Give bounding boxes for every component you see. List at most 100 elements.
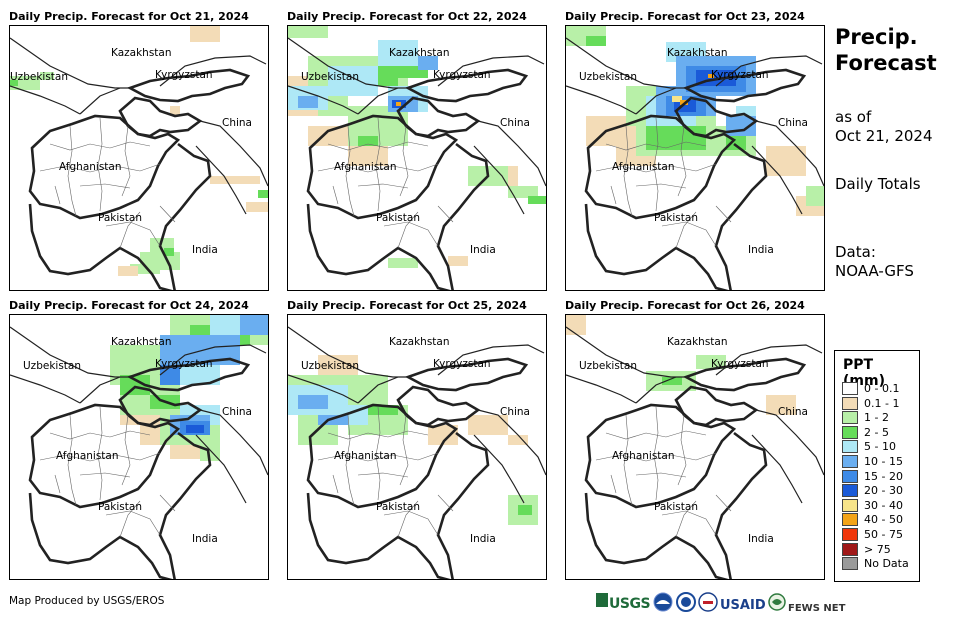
forecast-map: Kazakhstan Uzbekistan Kyrgyzstan China A… bbox=[9, 314, 269, 580]
legend-item: 30 - 40 bbox=[842, 498, 903, 512]
legend-swatch bbox=[842, 425, 858, 439]
usaid-logo: USAID bbox=[720, 598, 766, 613]
legend-item: 5 - 10 bbox=[842, 440, 896, 454]
legend-swatch bbox=[842, 484, 858, 498]
legend-item: > 75 bbox=[842, 542, 891, 556]
legend-label: 2 - 5 bbox=[864, 425, 889, 439]
precip-overlay bbox=[288, 26, 546, 290]
label-india: India bbox=[470, 244, 496, 256]
asof-line2: Oct 21, 2024 bbox=[835, 127, 933, 145]
legend-swatch bbox=[842, 469, 858, 483]
label-kyrgyzstan: Kyrgyzstan bbox=[433, 358, 491, 370]
legend-label: 20 - 30 bbox=[864, 484, 903, 498]
label-uzbekistan: Uzbekistan bbox=[579, 71, 637, 83]
label-pakistan: Pakistan bbox=[98, 212, 142, 224]
legend-item: 2 - 5 bbox=[842, 425, 889, 439]
label-kyrgyzstan: Kyrgyzstan bbox=[155, 358, 213, 370]
label-afghanistan: Afghanistan bbox=[56, 450, 119, 462]
legend-swatch bbox=[842, 455, 858, 468]
precip-overlay bbox=[10, 26, 268, 290]
forecast-map: Kazakhstan Uzbekistan Kyrgyzstan China A… bbox=[9, 25, 269, 291]
legend-swatch bbox=[842, 411, 858, 425]
label-uzbekistan: Uzbekistan bbox=[579, 360, 637, 372]
noaa-icon bbox=[653, 592, 673, 612]
nws-icon bbox=[676, 592, 696, 612]
legend-label: 15 - 20 bbox=[864, 469, 903, 483]
legend-swatch bbox=[842, 542, 858, 556]
usaid-seal-icon bbox=[698, 592, 718, 612]
label-uzbekistan: Uzbekistan bbox=[10, 71, 68, 83]
map-credit: Map Produced by USGS/EROS bbox=[9, 595, 165, 607]
label-china: China bbox=[222, 406, 252, 418]
legend-swatch bbox=[842, 528, 858, 541]
panel-title: Daily Precip. Forecast for Oct 22, 2024 bbox=[287, 10, 527, 23]
legend-item: 10 - 15 bbox=[842, 455, 903, 468]
forecast-panel-oct25: Daily Precip. Forecast for Oct 25, 2024 bbox=[287, 298, 549, 582]
label-kazakhstan: Kazakhstan bbox=[389, 47, 450, 59]
legend-label: 10 - 15 bbox=[864, 455, 903, 468]
label-kazakhstan: Kazakhstan bbox=[667, 336, 728, 348]
label-china: China bbox=[500, 406, 530, 418]
asof-line1: as of bbox=[835, 108, 872, 126]
legend-item: 50 - 75 bbox=[842, 528, 903, 541]
as-of-date: as of Oct 21, 2024 bbox=[835, 108, 933, 146]
label-pakistan: Pakistan bbox=[376, 501, 420, 513]
label-afghanistan: Afghanistan bbox=[334, 161, 397, 173]
label-kyrgyzstan: Kyrgyzstan bbox=[433, 69, 491, 81]
label-india: India bbox=[192, 244, 218, 256]
data-source: Data: NOAA-GFS bbox=[835, 243, 914, 281]
legend-label: 0.1 - 1 bbox=[864, 396, 900, 410]
label-kyrgyzstan: Kyrgyzstan bbox=[155, 69, 213, 81]
data-line2: NOAA-GFS bbox=[835, 262, 914, 280]
legend-label: 1 - 2 bbox=[864, 411, 889, 425]
forecast-panel-oct23: Daily Precip. Forecast for Oct 23, 2024 bbox=[565, 9, 827, 293]
label-uzbekistan: Uzbekistan bbox=[301, 360, 359, 372]
label-india: India bbox=[748, 244, 774, 256]
label-afghanistan: Afghanistan bbox=[59, 161, 122, 173]
legend-label: 40 - 50 bbox=[864, 513, 903, 527]
panel-title: Daily Precip. Forecast for Oct 25, 2024 bbox=[287, 299, 527, 312]
panel-title: Daily Precip. Forecast for Oct 26, 2024 bbox=[565, 299, 805, 312]
legend-swatch bbox=[842, 382, 858, 395]
usgs-logo: USGS bbox=[596, 593, 651, 612]
label-uzbekistan: Uzbekistan bbox=[23, 360, 81, 372]
title-line1: Precip. bbox=[835, 25, 918, 49]
label-china: China bbox=[500, 117, 530, 129]
legend-item: 20 - 30 bbox=[842, 484, 903, 498]
label-pakistan: Pakistan bbox=[654, 501, 698, 513]
forecast-title: Precip. Forecast bbox=[835, 24, 937, 76]
daily-totals-label: Daily Totals bbox=[835, 175, 921, 193]
panel-title: Daily Precip. Forecast for Oct 23, 2024 bbox=[565, 10, 805, 23]
data-line1: Data: bbox=[835, 243, 876, 261]
forecast-map: Kazakhstan Uzbekistan Kyrgyzstan China A… bbox=[565, 25, 825, 291]
forecast-panel-oct21: Daily Precip. Forecast for Oct 21, 2024 bbox=[9, 9, 271, 293]
forecast-panel-oct26: Daily Precip. Forecast for Oct 26, 2024 … bbox=[565, 298, 827, 582]
legend-item: 1 - 2 bbox=[842, 411, 889, 425]
label-kazakhstan: Kazakhstan bbox=[111, 336, 172, 348]
legend-item: 0 - 0.1 bbox=[842, 382, 899, 395]
label-china: China bbox=[222, 117, 252, 129]
label-india: India bbox=[192, 533, 218, 545]
label-uzbekistan: Uzbekistan bbox=[301, 71, 359, 83]
forecast-map: Kazakhstan Uzbekistan Kyrgyzstan China A… bbox=[287, 25, 547, 291]
legend-swatch bbox=[842, 513, 858, 527]
fewsnet-globe-icon bbox=[768, 593, 786, 611]
legend-label: 0 - 0.1 bbox=[864, 382, 900, 395]
forecast-panel-oct22: Daily Precip. Forecast for Oct 22, 2024 bbox=[287, 9, 549, 293]
usgs-wave-icon bbox=[596, 593, 608, 607]
label-kyrgyzstan: Kyrgyzstan bbox=[711, 358, 769, 370]
legend-item: No Data bbox=[842, 557, 909, 571]
legend-label: 30 - 40 bbox=[864, 498, 903, 512]
legend-label: No Data bbox=[864, 557, 909, 571]
label-afghanistan: Afghanistan bbox=[612, 450, 675, 462]
precip-overlay bbox=[566, 26, 824, 290]
label-kyrgyzstan: Kyrgyzstan bbox=[711, 69, 769, 81]
label-india: India bbox=[748, 533, 774, 545]
precip-overlay bbox=[566, 315, 824, 579]
legend-label: > 75 bbox=[864, 542, 891, 556]
label-afghanistan: Afghanistan bbox=[612, 161, 675, 173]
label-pakistan: Pakistan bbox=[376, 212, 420, 224]
panel-title: Daily Precip. Forecast for Oct 24, 2024 bbox=[9, 299, 249, 312]
legend-item: 0.1 - 1 bbox=[842, 396, 900, 410]
